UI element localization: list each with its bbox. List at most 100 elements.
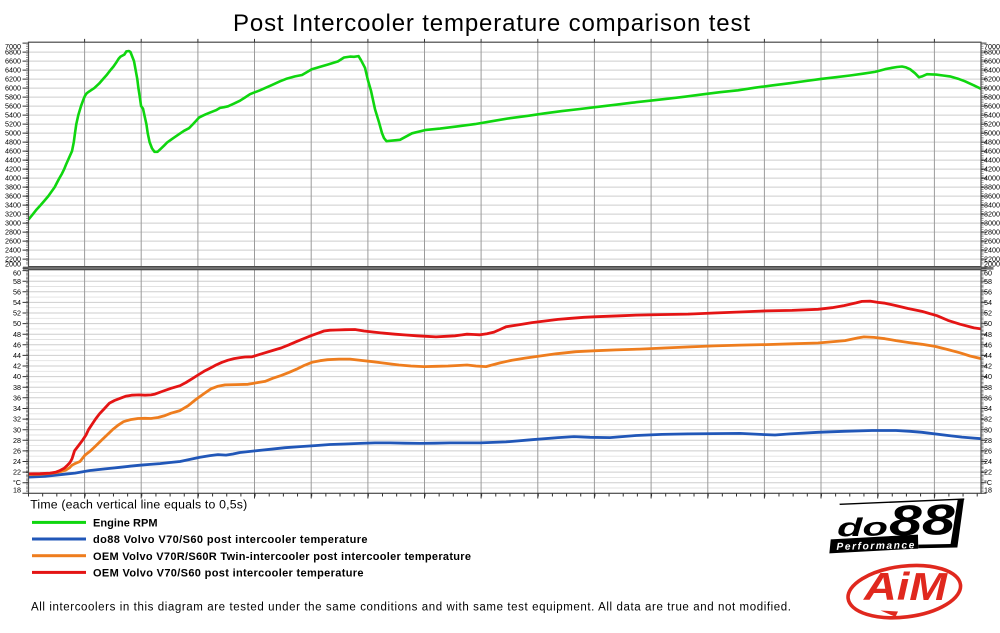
svg-text:60: 60 — [984, 269, 992, 278]
svg-text:2200: 2200 — [5, 255, 21, 264]
svg-text:50: 50 — [13, 319, 21, 328]
svg-text:6200: 6200 — [984, 75, 1000, 84]
svg-text:5800: 5800 — [984, 93, 1000, 102]
svg-text:38: 38 — [13, 383, 21, 392]
svg-text:40: 40 — [13, 372, 21, 381]
svg-text:52: 52 — [13, 309, 21, 318]
svg-text:2600: 2600 — [984, 237, 1000, 246]
svg-text:4000: 4000 — [5, 174, 21, 183]
svg-text:32: 32 — [13, 415, 21, 424]
svg-text:3800: 3800 — [5, 183, 21, 192]
svg-text:60: 60 — [13, 269, 21, 278]
svg-text:28: 28 — [984, 436, 992, 445]
svg-text:°C: °C — [984, 478, 992, 487]
svg-text:5800: 5800 — [5, 93, 21, 102]
svg-text:36: 36 — [984, 393, 992, 402]
svg-text:OEM Volvo V70R/S60R Twin-inter: OEM Volvo V70R/S60R Twin-intercooler pos… — [93, 551, 471, 563]
svg-text:4600: 4600 — [5, 147, 21, 156]
svg-text:52: 52 — [984, 309, 992, 318]
svg-text:32: 32 — [984, 415, 992, 424]
svg-text:48: 48 — [13, 330, 21, 339]
svg-text:44: 44 — [984, 351, 992, 360]
svg-text:56: 56 — [13, 287, 21, 296]
svg-text:5000: 5000 — [984, 129, 1000, 138]
svg-text:All intercoolers in this diagr: All intercoolers in this diagram are tes… — [31, 602, 791, 614]
svg-text:48: 48 — [984, 330, 992, 339]
svg-text:3200: 3200 — [984, 210, 1000, 219]
svg-text:30: 30 — [13, 425, 21, 434]
svg-text:AiM: AiM — [863, 566, 948, 609]
svg-text:2400: 2400 — [5, 246, 21, 255]
svg-text:6200: 6200 — [5, 75, 21, 84]
svg-text:4800: 4800 — [984, 138, 1000, 147]
svg-text:2400: 2400 — [984, 246, 1000, 255]
svg-text:18: 18 — [984, 485, 992, 494]
svg-text:58: 58 — [984, 277, 992, 286]
svg-text:3600: 3600 — [984, 192, 1000, 201]
svg-text:26: 26 — [13, 447, 21, 456]
svg-text:22: 22 — [984, 468, 992, 477]
svg-text:6600: 6600 — [984, 57, 1000, 66]
svg-text:30: 30 — [984, 425, 992, 434]
svg-text:44: 44 — [13, 351, 21, 360]
svg-text:40: 40 — [984, 372, 992, 381]
svg-text:4600: 4600 — [984, 147, 1000, 156]
svg-text:do: do — [837, 513, 889, 542]
svg-text:do88 Volvo V70/S60 post interc: do88 Volvo V70/S60 post intercooler temp… — [93, 534, 368, 546]
svg-text:6400: 6400 — [984, 66, 1000, 75]
svg-text:88: 88 — [888, 496, 955, 545]
svg-text:5600: 5600 — [5, 102, 21, 111]
svg-text:2000: 2000 — [984, 259, 1000, 268]
svg-text:6600: 6600 — [5, 57, 21, 66]
svg-text:5200: 5200 — [5, 120, 21, 129]
svg-text:38: 38 — [984, 383, 992, 392]
svg-text:Post Intercooler temperature c: Post Intercooler temperature comparison … — [233, 10, 750, 37]
svg-text:26: 26 — [984, 447, 992, 456]
svg-text:56: 56 — [984, 287, 992, 296]
svg-text:2800: 2800 — [984, 228, 1000, 237]
svg-text:5200: 5200 — [984, 120, 1000, 129]
svg-text:42: 42 — [984, 362, 992, 371]
svg-text:4000: 4000 — [984, 174, 1000, 183]
svg-text:6800: 6800 — [984, 48, 1000, 57]
svg-text:58: 58 — [13, 277, 21, 286]
svg-text:3000: 3000 — [5, 219, 21, 228]
svg-text:7000: 7000 — [5, 42, 21, 51]
svg-text:42: 42 — [13, 362, 21, 371]
svg-text:7000: 7000 — [984, 42, 1000, 51]
svg-text:OEM Volvo V70/S60 post interco: OEM Volvo V70/S60 post intercooler tempe… — [93, 568, 364, 580]
svg-text:6000: 6000 — [5, 84, 21, 93]
svg-text:2800: 2800 — [5, 228, 21, 237]
svg-text:24: 24 — [984, 457, 992, 466]
svg-text:46: 46 — [984, 340, 992, 349]
svg-text:6000: 6000 — [984, 84, 1000, 93]
svg-text:Engine RPM: Engine RPM — [93, 518, 158, 530]
svg-text:36: 36 — [13, 393, 21, 402]
svg-text:3000: 3000 — [984, 219, 1000, 228]
svg-text:5600: 5600 — [984, 102, 1000, 111]
svg-text:4200: 4200 — [984, 165, 1000, 174]
svg-text:6400: 6400 — [5, 66, 21, 75]
svg-text:54: 54 — [13, 298, 21, 307]
svg-text:3600: 3600 — [5, 192, 21, 201]
svg-text:3800: 3800 — [984, 183, 1000, 192]
svg-text:46: 46 — [13, 340, 21, 349]
svg-text:4800: 4800 — [5, 138, 21, 147]
svg-text:°C: °C — [13, 478, 21, 487]
svg-text:5000: 5000 — [5, 129, 21, 138]
svg-text:3400: 3400 — [984, 201, 1000, 210]
svg-text:4200: 4200 — [5, 165, 21, 174]
svg-text:18: 18 — [13, 485, 21, 494]
svg-text:2200: 2200 — [984, 255, 1000, 264]
svg-text:2600: 2600 — [5, 237, 21, 246]
svg-text:24: 24 — [13, 457, 21, 466]
svg-text:28: 28 — [13, 436, 21, 445]
svg-text:22: 22 — [13, 468, 21, 477]
svg-text:50: 50 — [984, 319, 992, 328]
svg-text:3200: 3200 — [5, 210, 21, 219]
svg-text:34: 34 — [984, 404, 992, 413]
svg-text:2000: 2000 — [5, 259, 21, 268]
svg-text:4400: 4400 — [5, 156, 21, 165]
svg-text:5400: 5400 — [5, 111, 21, 120]
svg-text:54: 54 — [984, 298, 992, 307]
